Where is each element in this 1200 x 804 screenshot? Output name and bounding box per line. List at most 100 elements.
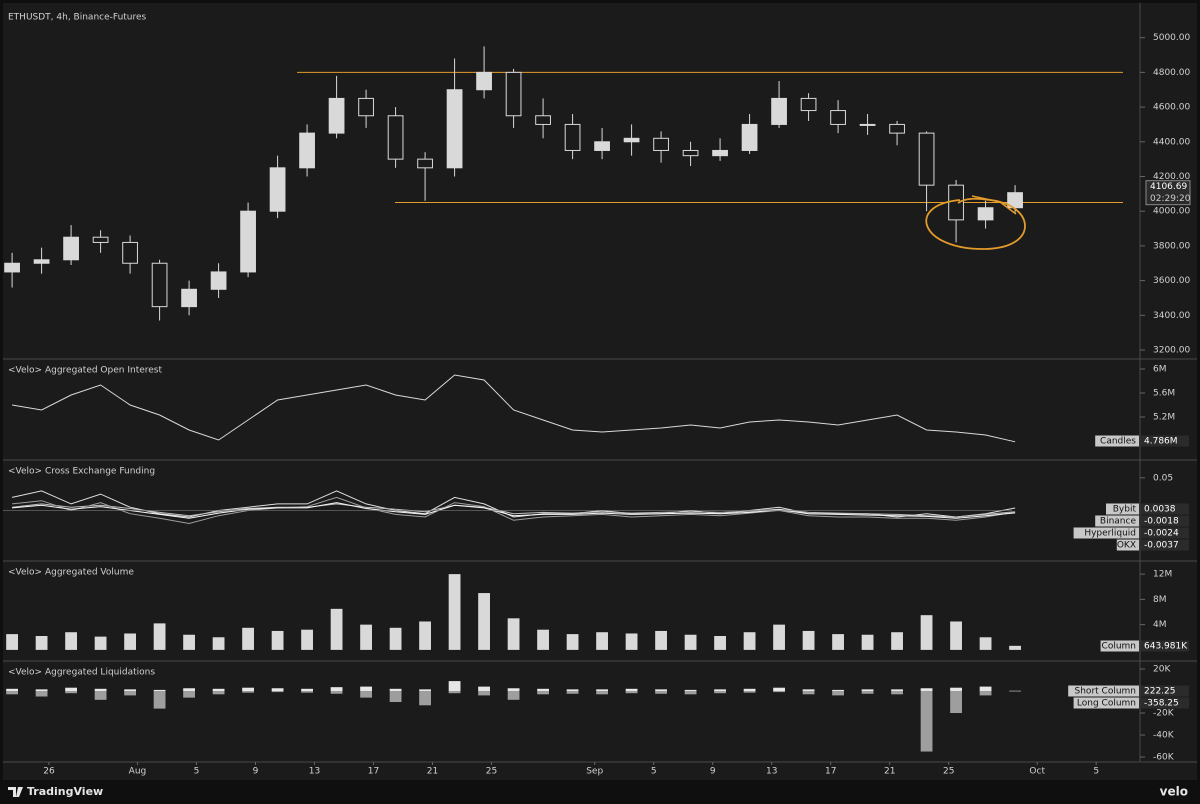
bar bbox=[419, 689, 431, 692]
bar bbox=[330, 687, 343, 692]
y-tick-label: 4800.00 bbox=[1153, 68, 1190, 78]
x-tick-label: Sep bbox=[586, 767, 603, 777]
candle-body bbox=[4, 262, 20, 273]
last-price-box bbox=[1145, 180, 1191, 206]
plot: 4106.69 02:29:20 bbox=[4, 46, 1191, 321]
pane-title: ETHUSDT, 4h, Binance-Futures bbox=[8, 13, 147, 23]
legend-value: -0.0024 bbox=[1144, 529, 1179, 539]
bar bbox=[419, 621, 431, 650]
x-tick-label: 5 bbox=[194, 767, 200, 777]
bar bbox=[330, 608, 343, 650]
bar bbox=[153, 691, 166, 709]
y-tick-label: 8M bbox=[1153, 595, 1167, 605]
bar bbox=[507, 691, 520, 700]
candle-body bbox=[299, 132, 315, 169]
y-tick-label: 3600.00 bbox=[1153, 276, 1190, 286]
bar bbox=[271, 691, 284, 693]
candle-body bbox=[741, 123, 758, 151]
y-tick-label: -20K bbox=[1153, 709, 1175, 719]
legend-value: 4.786M bbox=[1144, 437, 1178, 447]
pane-title: <Velo> Aggregated Liquidations bbox=[8, 668, 155, 678]
candle-body bbox=[889, 123, 905, 134]
candle-body bbox=[387, 115, 404, 160]
pane-title: <Velo> Aggregated Volume bbox=[8, 568, 134, 578]
candle-body bbox=[63, 236, 79, 261]
bar bbox=[537, 688, 549, 692]
candle-body bbox=[269, 167, 286, 212]
plot bbox=[11, 490, 1016, 525]
bar bbox=[714, 689, 726, 692]
bar bbox=[153, 689, 166, 692]
y-tick-label: 5.2M bbox=[1153, 412, 1175, 422]
plot bbox=[12, 374, 1016, 443]
bar bbox=[124, 691, 136, 696]
plot bbox=[6, 574, 1021, 650]
drawing bbox=[925, 195, 1026, 250]
bar bbox=[448, 574, 461, 650]
candle-body bbox=[535, 115, 551, 125]
bar bbox=[389, 688, 402, 692]
bar bbox=[625, 633, 638, 650]
series-line bbox=[12, 502, 1016, 519]
candle-body bbox=[505, 71, 522, 117]
bar bbox=[124, 633, 136, 650]
y-tick-label: 4600.00 bbox=[1153, 103, 1190, 113]
y-tick-label: 3400.00 bbox=[1153, 311, 1190, 321]
x-tick-label: 26 bbox=[43, 767, 55, 777]
legend-value-box bbox=[1141, 697, 1189, 709]
logo bbox=[8, 787, 23, 797]
bar bbox=[389, 691, 402, 703]
bar bbox=[714, 636, 726, 650]
legend-name: Candles bbox=[1100, 437, 1136, 447]
candle-body bbox=[771, 97, 787, 125]
y-tick-label: 6M bbox=[1153, 364, 1167, 374]
source: velo bbox=[1160, 785, 1188, 799]
legend-name: Bybit bbox=[1113, 505, 1137, 515]
legend-name: OKX bbox=[1117, 541, 1136, 551]
y-tick-label: 5.6M bbox=[1153, 388, 1175, 398]
bar bbox=[242, 691, 254, 693]
bar bbox=[65, 632, 77, 650]
bar bbox=[507, 618, 520, 650]
bar bbox=[448, 681, 461, 692]
legend-value: -0.0037 bbox=[1144, 541, 1179, 551]
candle-body bbox=[92, 236, 109, 243]
x-tick-label: 13 bbox=[309, 767, 320, 777]
candle-body bbox=[240, 210, 256, 273]
bar bbox=[360, 691, 372, 698]
legend-value-box bbox=[1141, 435, 1189, 447]
candle-body bbox=[830, 110, 846, 125]
bar bbox=[743, 691, 756, 693]
candle-body bbox=[948, 184, 964, 221]
bar bbox=[743, 688, 756, 692]
candle-body bbox=[151, 262, 168, 308]
x-tick-label: 17 bbox=[368, 767, 379, 777]
bar bbox=[153, 623, 166, 650]
x-tick-label: 5 bbox=[651, 767, 657, 777]
bar bbox=[330, 691, 343, 694]
bar bbox=[271, 688, 284, 692]
bar bbox=[124, 689, 136, 692]
legend-name-box bbox=[1106, 503, 1139, 515]
legend-name-box bbox=[1116, 539, 1139, 551]
legend-value-box bbox=[1141, 685, 1189, 697]
legend-name: Short Column bbox=[1075, 687, 1136, 697]
bar bbox=[950, 687, 962, 692]
pane-title: <Velo> Aggregated Open Interest bbox=[8, 366, 162, 376]
bar bbox=[35, 691, 48, 697]
bar bbox=[1009, 645, 1021, 650]
legend-value-box bbox=[1141, 527, 1189, 539]
bar bbox=[360, 686, 372, 692]
bar bbox=[655, 630, 667, 650]
candle-body bbox=[358, 97, 374, 117]
bar bbox=[655, 691, 667, 694]
legend-value: 0.0038 bbox=[1144, 505, 1176, 515]
legend-name-box bbox=[1073, 697, 1139, 709]
bar bbox=[979, 637, 992, 650]
bar bbox=[6, 688, 18, 692]
footer: TradingView velo bbox=[8, 785, 1188, 799]
bar bbox=[773, 624, 785, 650]
bar bbox=[478, 686, 490, 692]
legend-value: 643.981K bbox=[1144, 642, 1188, 652]
bar bbox=[802, 630, 815, 650]
